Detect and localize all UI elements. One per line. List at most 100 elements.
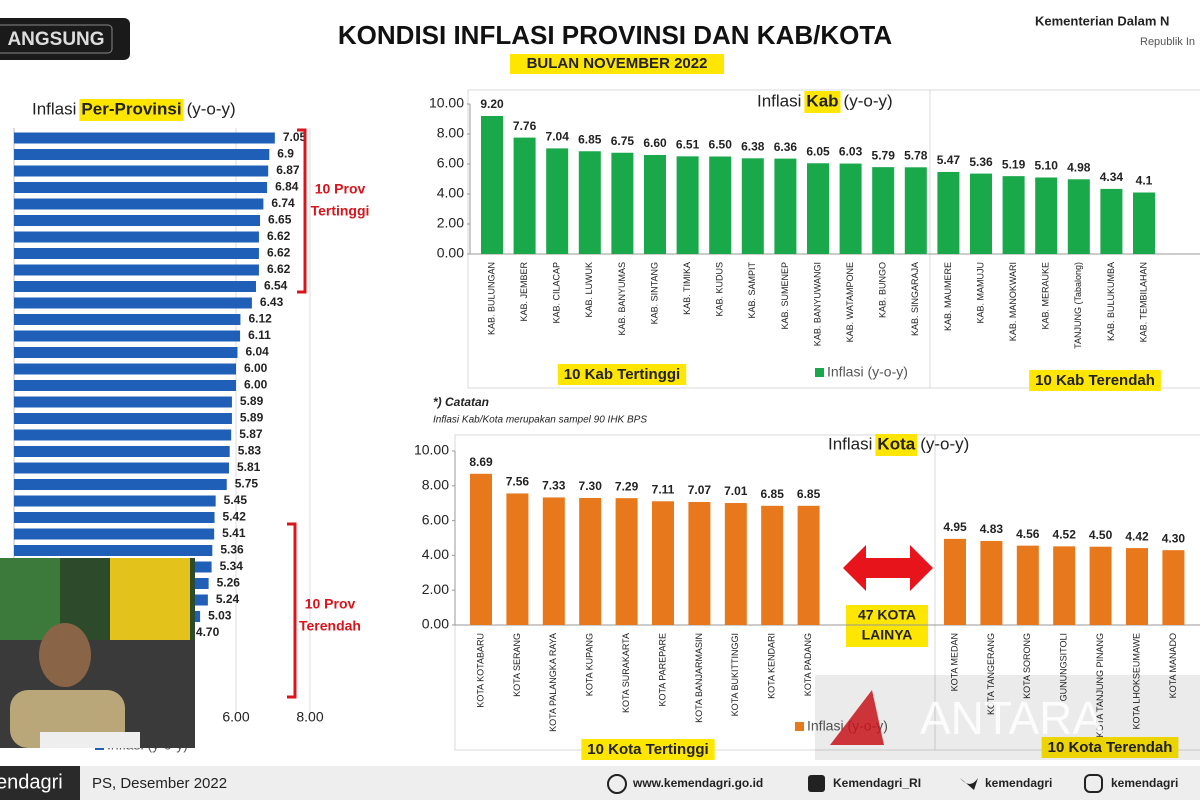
x-tick-label: KOTA BANJARMASIN bbox=[694, 633, 704, 723]
value-label: 6.43 bbox=[260, 295, 284, 309]
bar bbox=[579, 497, 602, 625]
chart-title: Inflasi bbox=[757, 91, 801, 110]
note-text: Inflasi Kab/Kota merupakan sampel 90 IHK… bbox=[433, 415, 647, 426]
value-label: 5.36 bbox=[969, 155, 993, 169]
bar bbox=[14, 462, 229, 474]
y-tick-label: 10.00 bbox=[414, 442, 449, 458]
value-label: 4.50 bbox=[1089, 528, 1113, 542]
value-label: 6.84 bbox=[275, 180, 299, 194]
annotation-highlight bbox=[581, 738, 715, 760]
value-label: 5.03 bbox=[208, 609, 232, 623]
value-label: 5.26 bbox=[217, 576, 241, 590]
value-label: 4.30 bbox=[1162, 531, 1186, 545]
bar bbox=[1162, 550, 1185, 625]
bar bbox=[1053, 546, 1076, 625]
y-tick-label: 8.00 bbox=[437, 125, 464, 141]
value-label: 4.42 bbox=[1125, 529, 1149, 543]
x-tick-label: KAB. TEMBILAHAN bbox=[1138, 262, 1148, 342]
bar bbox=[872, 167, 895, 254]
x-tick-label: KOTA TANGERANG bbox=[986, 633, 996, 715]
value-label: 6.38 bbox=[741, 139, 765, 153]
bar bbox=[615, 498, 638, 625]
bar bbox=[513, 137, 536, 254]
value-label: 5.78 bbox=[904, 148, 928, 162]
bar bbox=[14, 479, 227, 490]
bar bbox=[761, 505, 784, 625]
watermark-logo bbox=[830, 690, 884, 745]
value-label: 7.56 bbox=[506, 475, 530, 489]
value-label: 5.81 bbox=[237, 460, 261, 474]
bar bbox=[14, 545, 213, 556]
bar bbox=[937, 171, 960, 254]
bar bbox=[797, 505, 820, 625]
bar bbox=[1035, 177, 1058, 254]
x-tick-label: KOTA KENDARI bbox=[767, 633, 777, 699]
chart-title: Kota bbox=[877, 434, 915, 453]
y-tick-label: 0.00 bbox=[422, 616, 449, 632]
chart-title: Inflasi bbox=[828, 434, 872, 453]
bar bbox=[709, 156, 732, 254]
value-label: 7.76 bbox=[513, 119, 537, 133]
title-highlight bbox=[79, 99, 184, 121]
bar bbox=[546, 148, 569, 254]
globe-icon bbox=[607, 774, 627, 794]
value-label: 5.47 bbox=[937, 153, 961, 167]
value-label: 6.11 bbox=[248, 328, 271, 342]
value-label: 5.36 bbox=[220, 543, 244, 557]
title-highlight bbox=[804, 91, 841, 113]
annotation: 10 Kab Terendah bbox=[1035, 372, 1155, 389]
legend-label: Inflasi (y-o-y) bbox=[827, 364, 908, 380]
x-tick-label: TANJUNG (Tabalong) bbox=[1073, 262, 1083, 349]
bar bbox=[14, 330, 241, 342]
x-tick-label: KAB. SAMPIT bbox=[747, 261, 757, 318]
title-highlight bbox=[875, 434, 918, 456]
bar bbox=[14, 231, 259, 243]
x-tick-label: KOTA MANADO bbox=[1168, 633, 1178, 698]
bar bbox=[1126, 548, 1148, 625]
bar bbox=[14, 396, 232, 408]
value-label: 4.98 bbox=[1067, 160, 1091, 174]
bar bbox=[688, 501, 711, 625]
note-title: *) Catatan bbox=[433, 395, 489, 409]
bar bbox=[611, 152, 634, 254]
x-tick-label: KAB. WATAMPONE bbox=[845, 262, 855, 342]
bar bbox=[470, 473, 492, 625]
facebook: Kemendagri_RI bbox=[833, 776, 921, 790]
bar bbox=[14, 248, 259, 259]
bar bbox=[14, 446, 230, 457]
value-label: 6.85 bbox=[761, 487, 785, 501]
value-label: 7.01 bbox=[724, 484, 748, 498]
value-label: 5.83 bbox=[238, 444, 262, 458]
value-label: 4.56 bbox=[1016, 527, 1040, 541]
value-label: 8.69 bbox=[469, 455, 493, 469]
x-tick-label: GUNUNGSITOLI bbox=[1059, 633, 1069, 701]
instagram-icon bbox=[1084, 774, 1103, 793]
y-tick-label: 4.00 bbox=[437, 185, 464, 201]
gap-label: LAINYA bbox=[862, 627, 913, 643]
chart-title: Inflasi bbox=[32, 99, 76, 118]
value-label: 6.03 bbox=[839, 145, 863, 159]
chart-title: (y-o-y) bbox=[844, 91, 893, 110]
bar bbox=[14, 314, 241, 325]
x-tick-label: KOTA PALANGKA RAYA bbox=[548, 633, 558, 732]
x-tick-label: KAB. TIMIKA bbox=[682, 262, 692, 315]
x-tick-label: KAB. BUNGO bbox=[878, 262, 888, 318]
bar bbox=[1067, 179, 1090, 254]
watermark-bg bbox=[815, 675, 1200, 760]
value-label: 7.04 bbox=[546, 130, 570, 144]
y-tick-label: 6.00 bbox=[422, 511, 449, 527]
value-label: 5.75 bbox=[235, 477, 259, 491]
bracket bbox=[287, 522, 297, 699]
value-label: 6.85 bbox=[797, 487, 821, 501]
instagram: kemendagri bbox=[1111, 776, 1178, 790]
value-label: 6.00 bbox=[244, 378, 268, 392]
bar bbox=[676, 156, 699, 254]
bar bbox=[14, 413, 232, 424]
x-tick-label: KOTA SORONG bbox=[1022, 633, 1032, 699]
bar bbox=[1089, 546, 1112, 625]
bar bbox=[506, 493, 529, 625]
value-label: 6.75 bbox=[611, 134, 635, 148]
x-tick-label: KOTA BUKITTINGGI bbox=[730, 633, 740, 716]
y-tick-label: 10.00 bbox=[429, 95, 464, 111]
